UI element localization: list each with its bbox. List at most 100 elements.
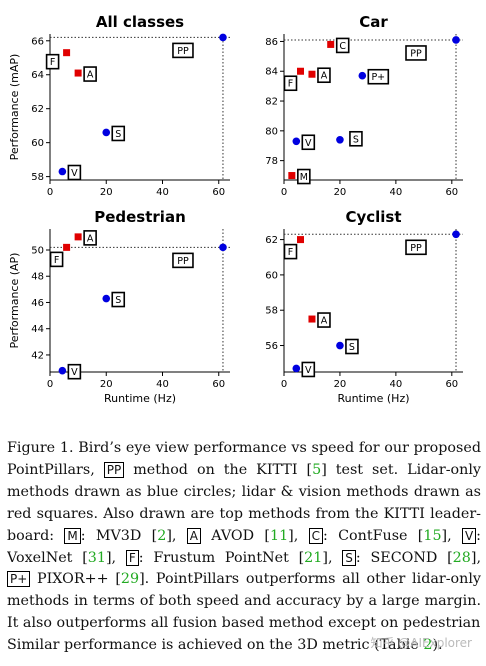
citation-link[interactable]: 11 <box>269 527 289 544</box>
data-point-circle <box>358 71 367 80</box>
label-box-frame <box>405 239 427 256</box>
caption-text: methods drawn as blue circles; lidar & v… <box>7 483 481 500</box>
label-box-frame <box>317 312 331 328</box>
caption-line: VoxelNet [31], F: Frustum PointNet [21],… <box>7 548 481 570</box>
label-box-frame <box>45 53 60 70</box>
data-point-circle <box>58 167 67 176</box>
x-tick-label: 20 <box>100 187 113 198</box>
label-box-frame <box>172 252 194 269</box>
caption-line: methods in terms of both speed and accur… <box>7 591 481 613</box>
x-tick-label: 0 <box>281 379 287 390</box>
label-box-frame <box>83 230 97 246</box>
data-point-square <box>297 236 305 244</box>
label-box-text: S <box>353 134 359 145</box>
label-box-text: C <box>339 41 346 52</box>
y-tick-label: 80 <box>265 126 278 137</box>
x-tick-label: 40 <box>390 379 403 390</box>
label-box-frame <box>317 67 331 84</box>
caption-text: ], <box>166 527 187 544</box>
label-box-text: S <box>349 342 355 353</box>
y-tick-label: 78 <box>265 156 278 167</box>
label-box-frame <box>83 66 97 82</box>
data-point-circle <box>336 135 344 144</box>
label-box-frame <box>345 338 359 355</box>
caption-text: ], <box>288 527 309 544</box>
y-tick-label: 64 <box>31 70 44 81</box>
label-box-frame <box>67 164 82 181</box>
caption-line: It also outperforms all fusion based met… <box>7 613 481 635</box>
y-tick-label: 62 <box>31 104 44 115</box>
data-point-circle <box>58 366 67 375</box>
caption-text: : SECOND [ <box>355 549 453 566</box>
y-tick-label: 48 <box>31 272 44 283</box>
data-point-circle <box>336 341 344 350</box>
y-tick-label: 46 <box>31 298 44 309</box>
x-tick-label: 60 <box>212 187 225 198</box>
chart-title: Cyclist <box>345 208 401 226</box>
caption-text: Figure 1. Bird’s eye view performance vs… <box>7 440 481 456</box>
label-box-text: M <box>300 172 308 183</box>
caption-text: ]. PointPillars outperforms all other li… <box>139 571 481 588</box>
citation-link[interactable]: 21 <box>304 549 323 566</box>
citation-link[interactable]: 5 <box>312 461 322 478</box>
citation-link[interactable]: 29 <box>120 571 140 588</box>
label-box-frame <box>283 243 298 260</box>
point-label-box: S <box>111 125 126 142</box>
citation-link[interactable]: 31 <box>87 549 106 566</box>
data-point-square <box>327 40 335 48</box>
boxed-method-marker: C <box>308 527 323 544</box>
point-label-box: S <box>111 291 126 308</box>
chart-title: Car <box>359 13 388 31</box>
caption-text: : MV3D [ <box>80 527 158 544</box>
label-box-text: F <box>288 79 293 90</box>
data-point-circle <box>452 230 460 239</box>
x-tick-label: 60 <box>445 187 458 198</box>
point-label-box: P+ <box>367 68 390 85</box>
label-box-text: F <box>54 255 59 266</box>
label-box-text: V <box>305 365 312 376</box>
label-box-text: S <box>115 129 121 140</box>
y-tick-label: 82 <box>265 97 278 108</box>
point-label-box: M <box>297 168 311 185</box>
y-tick-label: 60 <box>265 270 278 281</box>
caption-text: ], <box>470 549 481 566</box>
chart-panel-4: Cyclist 0 20 40 60 56 58 60 62 Runtime (Hz) F A S V PP <box>265 208 463 405</box>
chart-panel-1: All classes 0 20 40 60 58 60 62 64 66 Performance … <box>8 13 230 198</box>
citation-link[interactable]: 2 <box>423 637 433 654</box>
point-label-box: F <box>45 53 60 70</box>
citation-link[interactable]: 15 <box>423 527 442 544</box>
label-box-text: V <box>305 138 312 149</box>
point-label-box: PP <box>172 252 194 269</box>
label-box-frame <box>349 130 363 147</box>
y-tick-label: 86 <box>265 37 278 48</box>
y-tick-label: 58 <box>265 306 278 317</box>
caption-text: ). <box>432 637 443 654</box>
x-tick-label: 40 <box>390 187 403 198</box>
label-box-text: A <box>87 233 94 244</box>
label-box-text: F <box>288 247 293 258</box>
citation-link[interactable]: 28 <box>452 549 471 566</box>
data-point-circle <box>219 243 227 252</box>
caption-text: PointPillars, <box>7 461 104 478</box>
caption-text: AVOD [ <box>200 527 270 544</box>
caption-line: board: M: MV3D [2], A AVOD [11], C: Cont… <box>7 526 481 548</box>
caption-text: methods in terms of both speed and accur… <box>7 593 481 610</box>
x-tick-label: 0 <box>281 187 287 198</box>
point-label-box: A <box>83 66 97 82</box>
label-box-text: A <box>321 71 328 82</box>
chart-panel-3: Pedestrian 0 20 40 60 42 44 46 48 50 Performance (… <box>8 208 230 405</box>
chart-title: All classes <box>96 13 184 31</box>
point-label-box: A <box>317 312 331 328</box>
watermark: 知乎 @AIExplorer <box>370 636 472 650</box>
point-label-box: V <box>301 361 316 378</box>
y-tick-label: 84 <box>265 67 278 78</box>
citation-link[interactable]: 2 <box>157 527 167 544</box>
label-box-frame <box>111 125 126 142</box>
label-box-frame <box>111 291 126 308</box>
label-box-text: PP <box>177 46 189 57</box>
label-box-text: V <box>71 168 78 179</box>
x-axis-label: Runtime (Hz) <box>337 392 409 405</box>
label-box-text: PP <box>410 48 422 59</box>
y-tick-label: 66 <box>31 36 44 47</box>
caption-line: red squares. Also drawn are top methods … <box>7 504 481 526</box>
